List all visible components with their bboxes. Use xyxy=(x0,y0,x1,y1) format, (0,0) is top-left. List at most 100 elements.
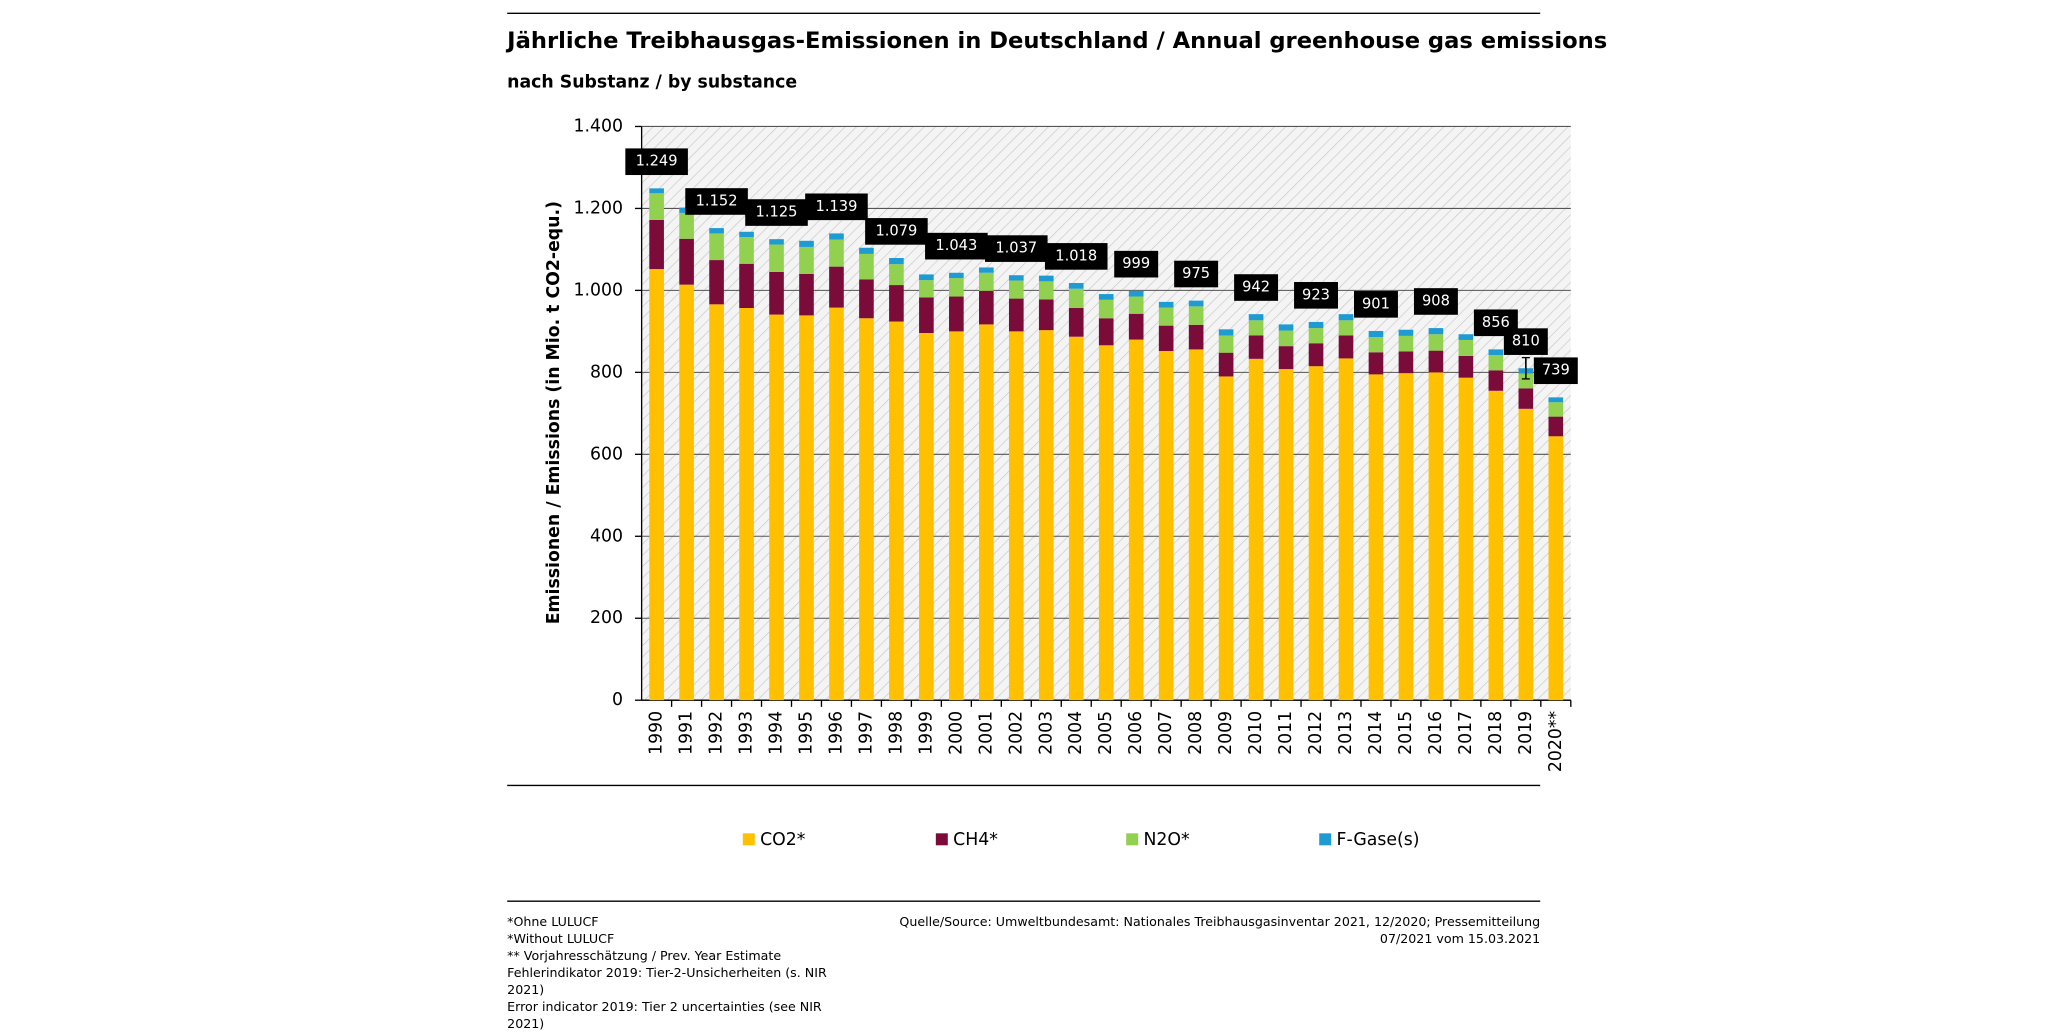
bar-segment xyxy=(1128,296,1144,314)
bar-segment xyxy=(949,278,964,297)
footnote: 2021) xyxy=(507,1016,544,1031)
bar-segment xyxy=(1248,335,1264,359)
x-tick-label: 2010 xyxy=(1246,711,1266,755)
bar-segment xyxy=(1038,275,1054,282)
bar-segment xyxy=(1308,321,1324,329)
bar-segment xyxy=(1128,339,1144,701)
bar-segment xyxy=(1428,372,1444,701)
bar-segment xyxy=(1008,280,1024,299)
legend-swatch xyxy=(935,833,948,846)
y-tick-label: 800 xyxy=(590,362,623,382)
bar-segment xyxy=(1548,397,1564,403)
bar-segment xyxy=(1278,369,1294,701)
bar-segment xyxy=(1188,300,1204,307)
total-label: 1.043 xyxy=(935,237,977,254)
bar-segment xyxy=(799,240,814,247)
total-label-box xyxy=(985,235,1048,262)
bar-segment xyxy=(799,273,814,316)
y-tick-label: 1.000 xyxy=(573,280,623,300)
x-tick-label: 2005 xyxy=(1096,711,1116,755)
x-tick-label: 2019 xyxy=(1516,711,1536,755)
bar-segment xyxy=(1218,352,1234,377)
bar-segment xyxy=(1068,288,1084,309)
total-label-box xyxy=(1294,282,1338,309)
bar-segment xyxy=(979,324,994,701)
bar-segment xyxy=(1368,337,1384,353)
bar-segment xyxy=(829,266,844,308)
footnote: *Ohne LULUCF xyxy=(507,914,598,929)
bar-segment xyxy=(889,258,904,265)
bar-segment xyxy=(1278,324,1294,331)
bar-segment xyxy=(1158,351,1174,701)
bar-segment xyxy=(949,296,964,332)
bar-segment xyxy=(1428,334,1444,351)
x-tick-label: 2009 xyxy=(1216,711,1236,755)
bar-segment xyxy=(829,233,844,240)
bar-segment xyxy=(919,333,934,701)
total-label: 1.079 xyxy=(875,222,917,239)
total-label: 1.037 xyxy=(995,240,1037,257)
legend-swatch xyxy=(1126,833,1139,846)
x-tick-label: 2000 xyxy=(946,711,966,755)
x-tick-label: 1995 xyxy=(796,711,816,755)
x-tick-label: 2011 xyxy=(1276,711,1296,755)
x-tick-label: 2001 xyxy=(976,711,996,755)
bar-segment xyxy=(1398,335,1414,352)
y-axis-title: Emissionen / Emissions (in Mio. t CO2-eq… xyxy=(544,201,564,624)
bar-segment xyxy=(1428,328,1444,335)
bar-segment xyxy=(1488,355,1504,371)
bar-segment xyxy=(1458,334,1474,340)
bar-segment xyxy=(709,228,724,234)
bar-segment xyxy=(1128,290,1144,297)
footnote: Error indicator 2019: Tier 2 uncertainti… xyxy=(507,999,822,1014)
bar-segment xyxy=(1458,377,1474,701)
total-label-box xyxy=(1354,291,1398,318)
bar-segment xyxy=(1248,314,1264,321)
bar-segment xyxy=(1458,339,1474,356)
footnote: ** Vorjahresschätzung / Prev. Year Estim… xyxy=(507,948,781,963)
legend-swatch xyxy=(742,833,755,846)
x-tick-label: 2008 xyxy=(1186,711,1206,755)
bar-segment xyxy=(1038,299,1054,331)
total-label: 1.152 xyxy=(696,192,738,209)
x-tick-label: 2013 xyxy=(1336,711,1356,755)
bar-segment xyxy=(739,237,754,264)
bar-segment xyxy=(1068,283,1084,289)
bar-segment xyxy=(769,239,784,245)
bar-segment xyxy=(829,307,844,701)
bar-segment xyxy=(1098,318,1114,346)
bar-segment xyxy=(889,264,904,286)
bar-segment xyxy=(919,280,934,298)
bar-segment xyxy=(829,239,844,267)
bar-segment xyxy=(679,212,694,239)
bar-segment xyxy=(1068,308,1084,337)
bar-segment xyxy=(889,321,904,701)
bar-segment xyxy=(739,308,754,701)
bar-segment xyxy=(1278,346,1294,370)
legend-label: CO2* xyxy=(760,830,806,850)
bar-segment xyxy=(1158,325,1174,352)
bar-segment xyxy=(1098,294,1114,300)
total-label: 975 xyxy=(1182,265,1210,282)
bar-segment xyxy=(1308,366,1324,701)
x-tick-label: 2020** xyxy=(1546,711,1566,773)
bar-segment xyxy=(919,297,934,334)
x-tick-label: 2015 xyxy=(1396,711,1416,755)
y-tick-label: 400 xyxy=(590,526,623,546)
bar-segment xyxy=(1338,314,1354,321)
bar-segment xyxy=(739,231,754,238)
bar-segment xyxy=(1188,324,1204,350)
x-tick-label: 2016 xyxy=(1426,711,1446,755)
bar-segment xyxy=(1518,373,1534,389)
bar-segment xyxy=(919,274,934,281)
total-label-box xyxy=(865,218,928,245)
total-label-box xyxy=(1234,274,1279,301)
x-tick-label: 2006 xyxy=(1126,711,1146,755)
total-label: 1.139 xyxy=(816,198,858,215)
bar-segment xyxy=(649,219,664,270)
x-tick-label: 1993 xyxy=(737,711,757,755)
bar-segment xyxy=(679,238,694,285)
bar-segment xyxy=(1308,328,1324,344)
bar-segment xyxy=(1158,307,1174,326)
chart-subtitle: nach Substanz / by substance xyxy=(507,73,797,93)
